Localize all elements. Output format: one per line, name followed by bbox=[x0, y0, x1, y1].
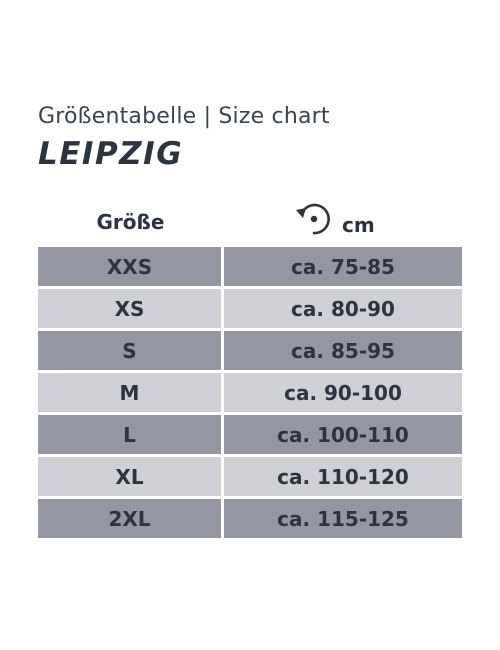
table-row: 2XL ca. 115-125 bbox=[38, 499, 462, 538]
size-column-header: Größe bbox=[96, 210, 165, 234]
page-title: LEIPZIG bbox=[38, 136, 184, 172]
range-cell: ca. 85-95 bbox=[224, 331, 462, 370]
measurement-column-header: cm bbox=[292, 196, 375, 242]
table-row: M ca. 90-100 bbox=[38, 373, 462, 412]
range-cell: ca. 80-90 bbox=[224, 289, 462, 328]
size-cell: XL bbox=[38, 457, 221, 496]
table-row: XS ca. 80-90 bbox=[38, 289, 462, 328]
circumference-arrow-icon bbox=[292, 199, 336, 239]
range-cell: ca. 75-85 bbox=[224, 247, 462, 286]
range-cell: ca. 90-100 bbox=[224, 373, 462, 412]
size-cell: L bbox=[38, 415, 221, 454]
subtitle: Größentabelle | Size chart bbox=[38, 104, 330, 129]
range-cell: ca. 100-110 bbox=[224, 415, 462, 454]
size-cell: 2XL bbox=[38, 499, 221, 538]
table-row: XL ca. 110-120 bbox=[38, 457, 462, 496]
size-cell: XS bbox=[38, 289, 221, 328]
size-cell: XXS bbox=[38, 247, 221, 286]
table-row: S ca. 85-95 bbox=[38, 331, 462, 370]
size-table: XXS ca. 75-85 XS ca. 80-90 S ca. 85-95 M… bbox=[38, 247, 462, 541]
unit-label: cm bbox=[342, 213, 375, 237]
range-cell: ca. 110-120 bbox=[224, 457, 462, 496]
table-header: Größe cm bbox=[38, 196, 462, 242]
size-cell: S bbox=[38, 331, 221, 370]
range-cell: ca. 115-125 bbox=[224, 499, 462, 538]
table-row: L ca. 100-110 bbox=[38, 415, 462, 454]
table-row: XXS ca. 75-85 bbox=[38, 247, 462, 286]
size-cell: M bbox=[38, 373, 221, 412]
